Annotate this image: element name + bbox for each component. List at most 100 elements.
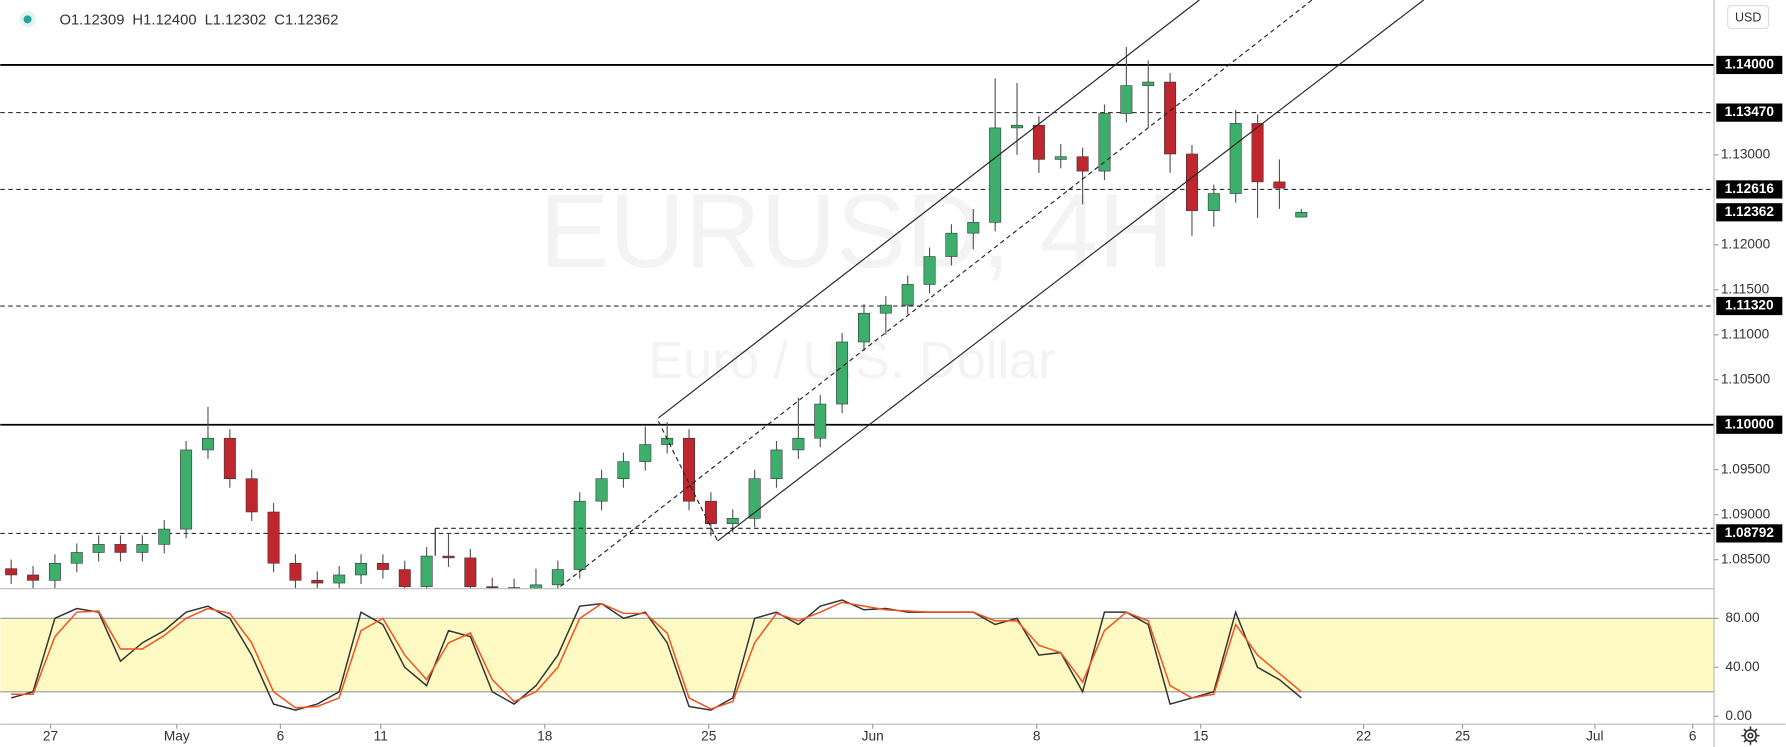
candle-body bbox=[136, 544, 149, 553]
candle-body bbox=[1185, 153, 1198, 211]
time-tick-label: 25 bbox=[1455, 728, 1471, 743]
levels bbox=[0, 64, 1715, 534]
candle-body bbox=[311, 580, 324, 584]
ohlc-value: H1.12400 bbox=[132, 12, 196, 28]
level-label: 1.08792 bbox=[1725, 525, 1775, 540]
time-tick-label: Jul bbox=[1586, 728, 1603, 743]
candle-body bbox=[1054, 156, 1067, 160]
level-label-box bbox=[1716, 103, 1783, 122]
candle-body bbox=[595, 478, 608, 502]
candle-body bbox=[1076, 156, 1089, 172]
candle-body bbox=[1164, 81, 1177, 155]
oscillator-line bbox=[11, 601, 1302, 710]
last-price-box bbox=[1716, 203, 1783, 222]
last-price-label: 1.12362 bbox=[1725, 204, 1775, 219]
candle-body bbox=[726, 518, 739, 524]
price-tick-label: 1.11000 bbox=[1721, 326, 1770, 341]
settings-gear-center[interactable] bbox=[1747, 732, 1754, 739]
time-tick-label: 8 bbox=[1033, 728, 1041, 743]
candles bbox=[5, 46, 1308, 589]
candle-body bbox=[836, 341, 849, 405]
time-tick-label: Jun bbox=[862, 728, 884, 743]
candle-body bbox=[1207, 193, 1220, 211]
candle-body bbox=[1032, 124, 1045, 160]
time-tick-label: 18 bbox=[537, 728, 552, 743]
channel-upper bbox=[658, 0, 1200, 419]
candle-body bbox=[1098, 113, 1111, 172]
ohlc-value: O1.12309 bbox=[59, 12, 124, 28]
candle-body bbox=[792, 437, 805, 451]
watermark: EURUSD, 4H Euro / U.S. Dollar bbox=[539, 173, 1173, 390]
level-label: 1.13470 bbox=[1725, 104, 1775, 119]
candle-body bbox=[617, 461, 630, 479]
currency-button[interactable] bbox=[1727, 5, 1770, 30]
level-label-box bbox=[1716, 55, 1783, 75]
candle-body bbox=[1273, 181, 1286, 189]
candle-body bbox=[27, 574, 40, 581]
candle-body bbox=[398, 569, 411, 587]
candle-body bbox=[529, 584, 542, 589]
price-tick-label: 1.09000 bbox=[1721, 506, 1771, 521]
candle-body bbox=[1142, 81, 1155, 86]
level-label: 1.11320 bbox=[1725, 298, 1774, 313]
candle-body bbox=[180, 449, 193, 530]
channel-connector bbox=[657, 421, 719, 542]
candle-body bbox=[704, 500, 717, 524]
level-label: 1.14000 bbox=[1725, 57, 1775, 72]
band-fill bbox=[0, 618, 1715, 692]
settings-gear-teeth[interactable] bbox=[1741, 726, 1760, 745]
candle-body bbox=[376, 562, 389, 570]
candle-body bbox=[573, 500, 586, 570]
currency-label[interactable]: USD bbox=[1735, 11, 1761, 25]
channel-lower bbox=[717, 0, 1424, 542]
ohlc-value: L1.12302 bbox=[205, 12, 267, 28]
time-tick-label: 6 bbox=[277, 728, 285, 743]
candle-body bbox=[1295, 211, 1308, 218]
level-label: 1.12616 bbox=[1725, 181, 1775, 196]
axes: 1.08500 1.09000 1.09500 1.10500 1.11000 1.115… bbox=[43, 55, 1783, 743]
candle-body bbox=[245, 478, 258, 513]
price-tick-label: 1.12000 bbox=[1721, 236, 1771, 251]
candle-body bbox=[879, 304, 892, 314]
price-tick-label: 1.11500 bbox=[1721, 281, 1770, 296]
watermark-description: Euro / U.S. Dollar bbox=[648, 332, 1056, 390]
time-tick-label: 25 bbox=[701, 728, 717, 743]
candle-body bbox=[464, 557, 477, 587]
candle-body bbox=[1011, 124, 1024, 129]
ohlc-value: C1.12362 bbox=[274, 12, 338, 28]
price-tick-label: 1.13000 bbox=[1721, 147, 1771, 162]
candle-body bbox=[223, 437, 236, 479]
time-tick-label: 27 bbox=[43, 728, 58, 743]
candle-body bbox=[420, 555, 433, 587]
status-icon bbox=[23, 15, 32, 24]
time-tick-label: 22 bbox=[1356, 728, 1371, 743]
candle-body bbox=[551, 569, 564, 586]
oscillator-line bbox=[10, 599, 1302, 711]
candle-body bbox=[158, 528, 171, 545]
candle-body bbox=[333, 574, 346, 584]
candle-body bbox=[945, 232, 958, 257]
candle-body bbox=[748, 478, 761, 519]
level-label-box bbox=[1716, 180, 1783, 199]
candle-body bbox=[1229, 123, 1242, 194]
candle-body bbox=[639, 444, 652, 462]
candle-body bbox=[923, 256, 936, 285]
candle-body bbox=[442, 555, 455, 559]
oscillator bbox=[0, 599, 1715, 711]
price-tick-label: 1.10500 bbox=[1721, 371, 1771, 386]
candle-body bbox=[267, 511, 280, 564]
candle-body bbox=[1120, 85, 1133, 114]
candle-body bbox=[355, 562, 368, 576]
price-tick-label: 1.08500 bbox=[1721, 551, 1771, 566]
candle-body bbox=[201, 437, 214, 451]
candle-body bbox=[989, 127, 1002, 223]
settings-icon[interactable] bbox=[1741, 726, 1760, 745]
osc-tick-label: 0.00 bbox=[1725, 708, 1752, 723]
candle-body bbox=[5, 568, 18, 576]
candle-body bbox=[814, 403, 827, 439]
level-label-box bbox=[1716, 524, 1783, 543]
price-tick-label: 1.09500 bbox=[1721, 461, 1771, 476]
osc-tick-label: 80.00 bbox=[1725, 610, 1760, 625]
